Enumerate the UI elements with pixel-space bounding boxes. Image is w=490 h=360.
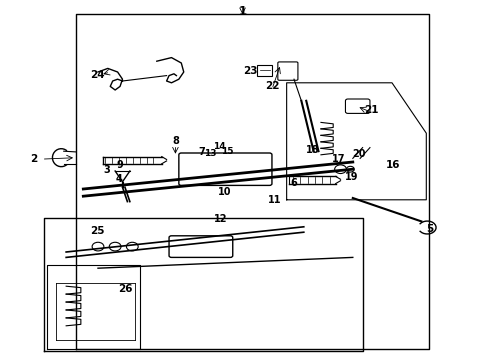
Bar — [257, 65, 272, 76]
Text: 2: 2 — [30, 154, 37, 164]
Text: 11: 11 — [268, 195, 281, 205]
Text: 24: 24 — [90, 70, 104, 80]
Text: 15: 15 — [220, 148, 233, 157]
Text: 1: 1 — [239, 5, 246, 18]
Text: 12: 12 — [214, 214, 227, 224]
Text: 3: 3 — [103, 165, 110, 175]
Text: 18: 18 — [306, 145, 319, 155]
Text: 4: 4 — [115, 174, 122, 184]
Text: 14: 14 — [213, 143, 225, 152]
Text: 21: 21 — [364, 105, 379, 115]
Text: 26: 26 — [118, 284, 132, 294]
Text: 23: 23 — [243, 66, 257, 76]
Text: 5: 5 — [427, 224, 434, 234]
Text: 16: 16 — [386, 160, 400, 170]
Text: 19: 19 — [345, 172, 359, 182]
Text: 6: 6 — [291, 178, 297, 188]
Text: 25: 25 — [90, 226, 104, 236]
Text: 8: 8 — [172, 136, 179, 146]
Text: 17: 17 — [332, 154, 346, 164]
Text: 9: 9 — [117, 160, 123, 170]
Text: 10: 10 — [218, 186, 231, 197]
Text: 20: 20 — [352, 149, 366, 159]
Text: 13: 13 — [204, 149, 217, 158]
Text: 22: 22 — [265, 81, 279, 91]
Text: 7: 7 — [198, 147, 205, 157]
